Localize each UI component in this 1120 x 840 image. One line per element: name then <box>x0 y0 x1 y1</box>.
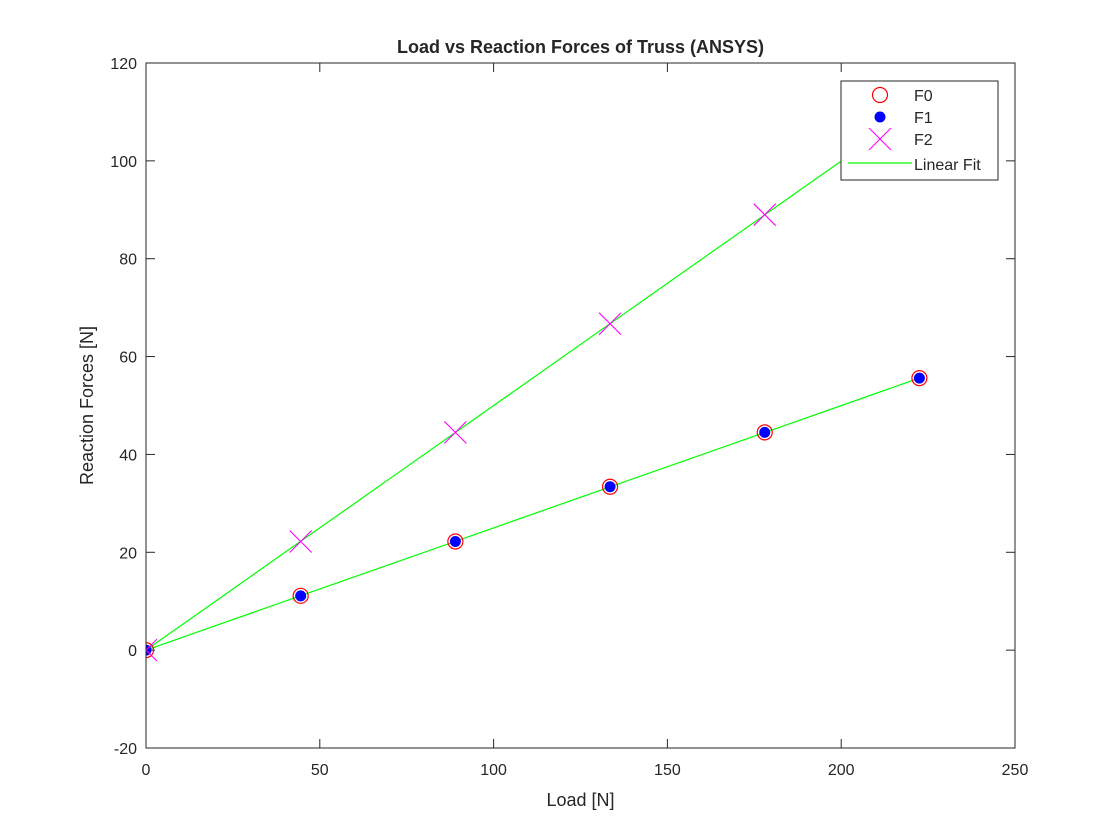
data-point-f1 <box>604 481 616 493</box>
x-tick-label: 150 <box>654 762 681 779</box>
x-tick-label: 100 <box>480 762 507 779</box>
data-point-f0 <box>447 533 464 550</box>
data-point-f0 <box>146 642 155 659</box>
legend-symbols <box>848 86 912 164</box>
y-tick-label: 100 <box>110 154 137 171</box>
x-tick-label: 200 <box>828 762 855 779</box>
data-point-f1 <box>913 372 925 384</box>
y-tick-label: 80 <box>119 252 137 269</box>
legend-symbol-f1 <box>874 111 886 123</box>
data-point-f1 <box>449 536 461 548</box>
y-tick-label: 120 <box>110 56 137 73</box>
y-tick-label: 60 <box>119 350 137 367</box>
data-point-f0 <box>601 478 619 495</box>
data-point-f2 <box>146 638 158 662</box>
y-axis-label: Reaction Forces [N] <box>77 326 97 485</box>
legend-symbol-f0 <box>871 86 889 104</box>
data-point-f0 <box>756 424 773 441</box>
x-axis-label: Load [N] <box>546 790 614 810</box>
data-point-f0 <box>911 370 928 387</box>
legend-label-f2: F2 <box>914 132 933 149</box>
chart-title: Load vs Reaction Forces of Truss (ANSYS) <box>397 37 764 57</box>
legend-label-f0: F0 <box>914 88 933 105</box>
y-axis-ticks: -20 0 20 40 60 80 100 120 <box>110 56 1015 758</box>
x-tick-label: 250 <box>1002 762 1029 779</box>
x-tick-label: 0 <box>142 762 151 779</box>
data-point-f1 <box>146 644 152 656</box>
axes-box <box>145 62 1016 749</box>
legend-label-f1: F1 <box>914 110 933 127</box>
linear-fit-line <box>146 105 920 651</box>
x-axis-ticks: 0 50 100 150 200 250 <box>142 63 1029 779</box>
data-point-f2 <box>289 530 313 553</box>
legend-label-linear-fit: Linear Fit <box>914 157 981 174</box>
y-tick-label: 20 <box>119 545 137 562</box>
data-point-f2 <box>443 421 467 444</box>
linear-fit-lines <box>146 105 920 651</box>
legend-symbol-f2 <box>868 127 892 151</box>
x-tick-label: 50 <box>311 762 329 779</box>
y-tick-label: 0 <box>128 643 137 660</box>
data-point-f2 <box>598 312 622 336</box>
data-point-f2 <box>753 203 777 227</box>
data-point-f1 <box>759 426 771 438</box>
data-point-f1 <box>295 590 307 602</box>
legend: F0 F1 F2 Linear Fit <box>840 80 999 181</box>
y-tick-label: 40 <box>119 447 137 464</box>
data-point-f0 <box>292 587 309 604</box>
y-tick-label: -20 <box>114 741 137 758</box>
linear-fit-line <box>146 377 920 651</box>
